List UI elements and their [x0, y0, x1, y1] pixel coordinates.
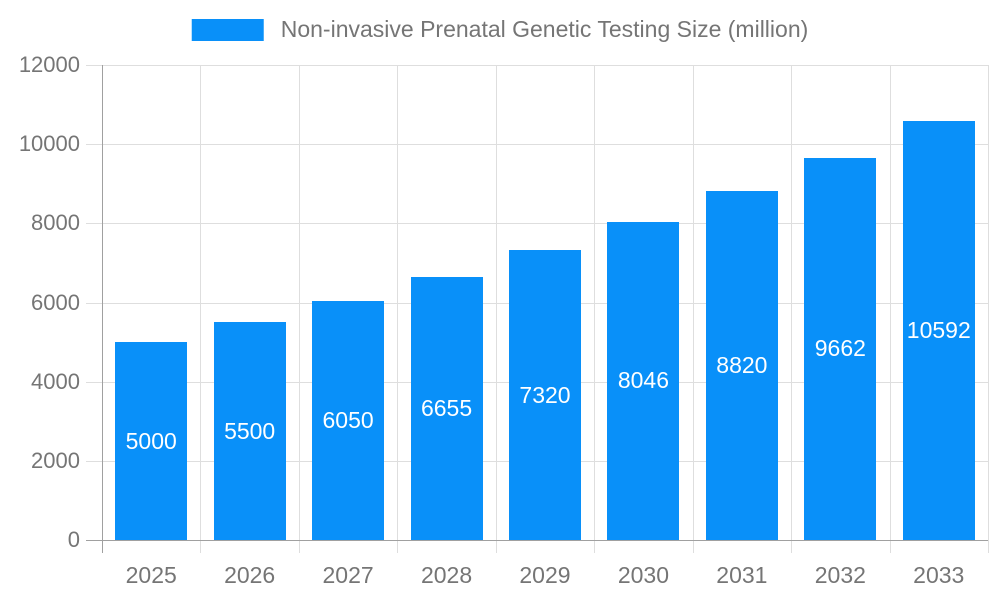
x-tick-label: 2028 [420, 562, 473, 588]
y-axis-line [102, 65, 103, 553]
x-tick-label: 2029 [519, 562, 571, 588]
gridline-vertical [988, 65, 989, 553]
gridline-vertical [791, 65, 793, 553]
bar: 6050 [312, 300, 385, 540]
y-tick-label: 12000 [18, 52, 80, 77]
y-tick-label: 8000 [31, 210, 80, 236]
y-tick-label: 2000 [31, 447, 80, 473]
x-tick-label: 2032 [814, 562, 866, 588]
bar: 8046 [607, 221, 680, 540]
bar-value-label: 7320 [519, 381, 571, 408]
x-axis-line [86, 540, 988, 541]
bar-value-label: 6050 [322, 406, 374, 433]
y-tick-label: 4000 [31, 368, 80, 394]
gridline-vertical [298, 65, 300, 553]
x-tick-label: 2025 [125, 562, 177, 588]
y-tick-label: 6000 [31, 289, 80, 315]
bar-value-label: 5500 [224, 417, 276, 444]
x-tick-label: 2027 [322, 562, 374, 588]
bar: 7320 [509, 250, 581, 540]
gridline-vertical [495, 65, 497, 553]
legend-swatch[interactable] [191, 18, 264, 41]
gridline-vertical [397, 65, 399, 553]
bar-value-label: 5000 [125, 427, 177, 454]
legend[interactable]: Non-invasive Prenatal Genetic Testing Si… [191, 16, 809, 43]
bar-value-label: 8820 [716, 351, 768, 378]
gridline-vertical [200, 65, 202, 553]
bar-value-label: 6655 [420, 394, 473, 421]
bar: 10592 [902, 120, 975, 540]
legend-label: Non-invasive Prenatal Genetic Testing Si… [280, 16, 809, 42]
bar: 9662 [804, 157, 877, 540]
bar-value-label: 8046 [617, 367, 670, 394]
gridline-horizontal [86, 223, 988, 225]
bar: 5000 [115, 342, 188, 540]
x-tick-label: 2031 [716, 562, 768, 588]
gridline-horizontal [86, 65, 988, 66]
x-tick-label: 2026 [224, 562, 276, 588]
bar-value-label: 10592 [906, 316, 971, 343]
bar-value-label: 9662 [814, 335, 866, 362]
gridline-vertical [594, 65, 596, 553]
y-tick-label: 10000 [18, 131, 80, 157]
x-tick-label: 2030 [617, 562, 670, 588]
x-tick-label: 2033 [913, 562, 965, 588]
bar: 6655 [410, 276, 483, 540]
gridline-horizontal [86, 144, 988, 146]
gridline-vertical [692, 65, 694, 553]
gridline-vertical [889, 65, 891, 553]
bar: 5500 [213, 322, 286, 540]
bar: 8820 [705, 190, 778, 540]
y-tick-label: 0 [67, 527, 80, 552]
